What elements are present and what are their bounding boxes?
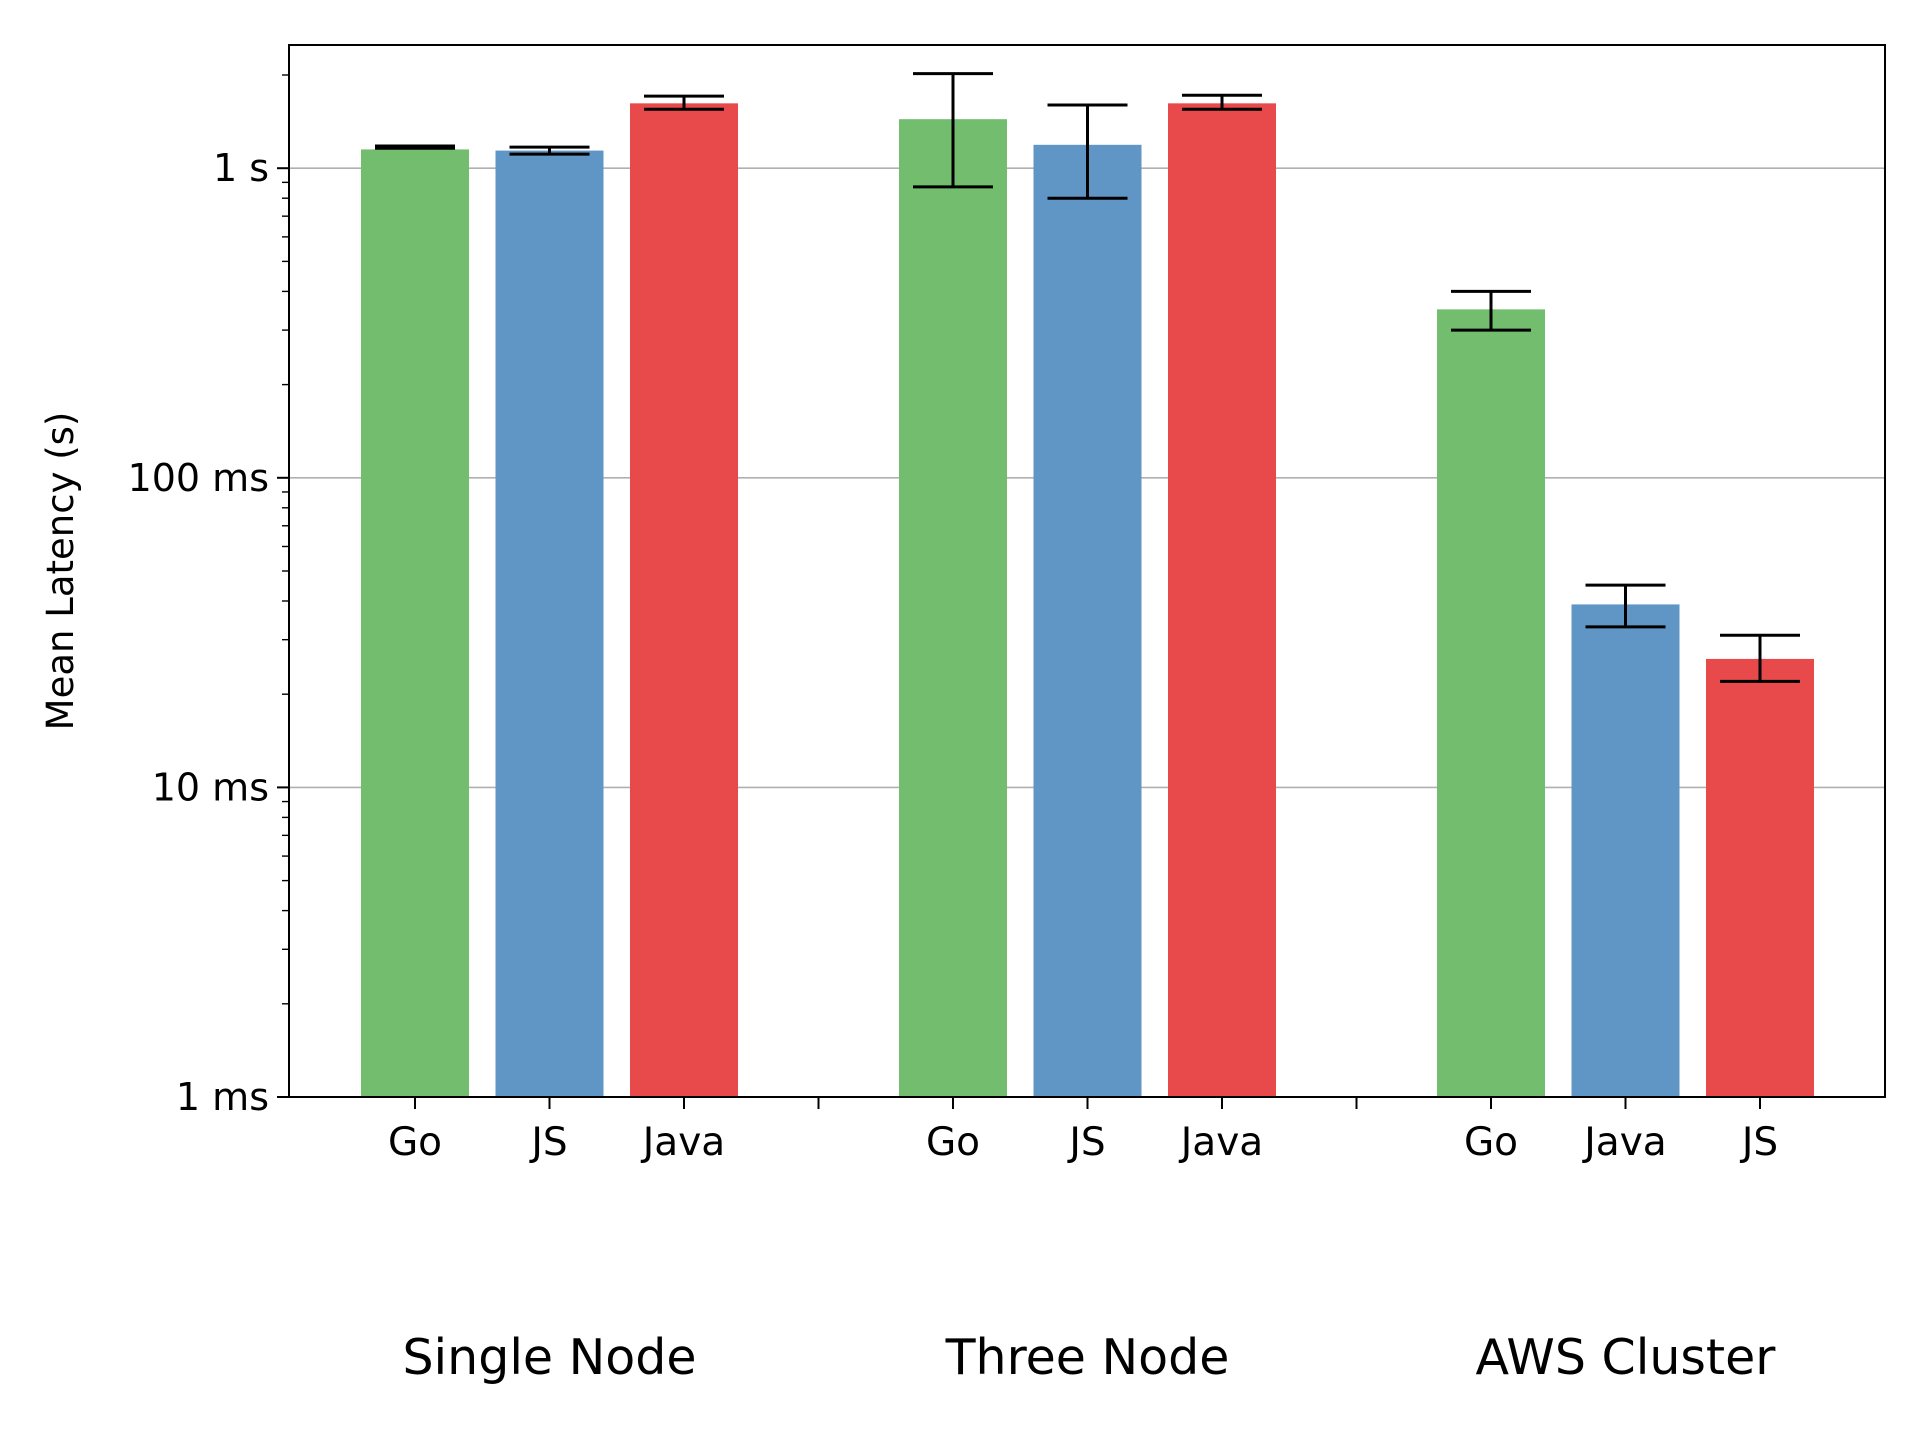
x-tick-label: Java [640, 1120, 725, 1165]
y-tick-label: 100 ms [128, 456, 269, 500]
bar [630, 103, 738, 1098]
bar [1168, 103, 1276, 1098]
bar [1033, 144, 1142, 1097]
group-label: AWS Cluster [1476, 1329, 1777, 1386]
bar [1571, 604, 1680, 1097]
bar [1437, 309, 1545, 1097]
x-tick-label: Go [926, 1120, 980, 1165]
error-layer [375, 72, 1800, 683]
y-tick-label: 10 ms [152, 765, 269, 809]
y-tick-label: 1 s [213, 146, 269, 190]
bar [899, 119, 1007, 1098]
label-layer: 1 ms 10 ms 100 ms 1 s Go JS Java Single Node Go J… [128, 146, 1779, 1386]
group-label: Single Node [402, 1329, 696, 1386]
group-label: Three Node [945, 1329, 1230, 1386]
x-tick-label: JS [1739, 1120, 1778, 1165]
x-tick-label: Java [1178, 1120, 1263, 1165]
x-tick-label: JS [1066, 1120, 1105, 1165]
y-axis-title: Mean Latency (s) [39, 412, 82, 731]
x-tick-label: JS [528, 1120, 567, 1165]
bar-layer [361, 103, 1814, 1098]
x-tick-label: Java [1581, 1120, 1666, 1165]
y-tick-label: 1 ms [176, 1075, 269, 1119]
bar [1706, 658, 1814, 1097]
bar [495, 150, 604, 1098]
axis-layer [277, 74, 1761, 1109]
x-tick-label: Go [388, 1120, 442, 1165]
x-tick-label: Go [1464, 1120, 1518, 1165]
bar [361, 149, 469, 1097]
